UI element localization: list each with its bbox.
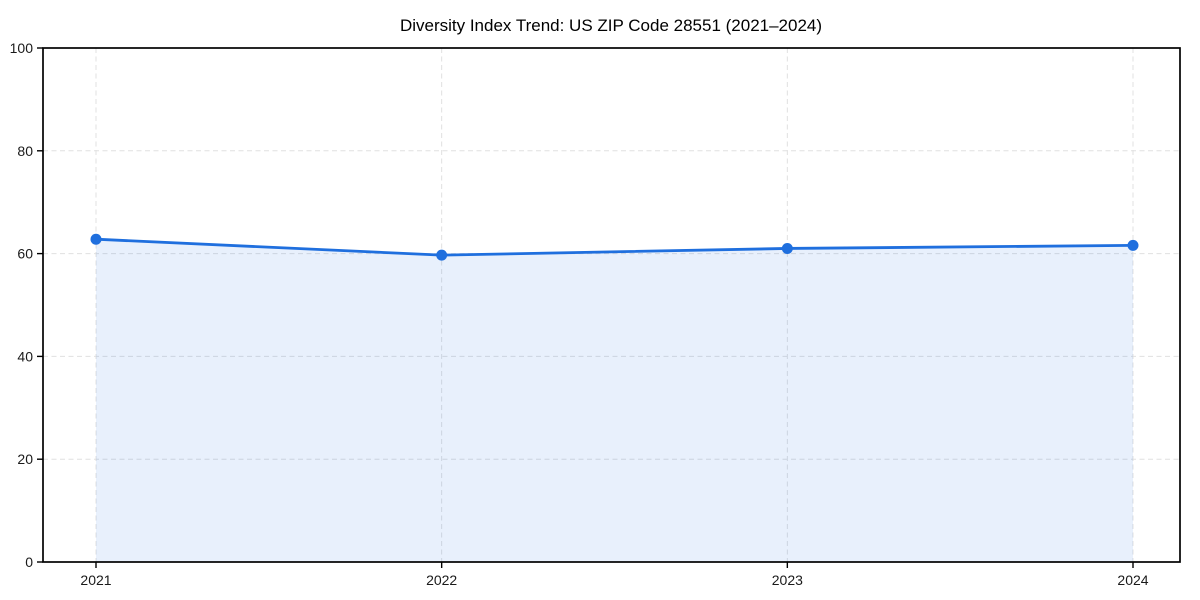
trend-line — [94, 237, 1135, 257]
plot-area: 0 20 40 60 80 100 2021 2022 2023 2024 — [10, 40, 1181, 588]
data-point-marker — [90, 233, 102, 245]
y-axis-tick-label: 20 — [17, 451, 33, 467]
y-axis-tick-label: 100 — [10, 40, 34, 56]
x-axis-tick-label: 2023 — [772, 572, 803, 588]
y-axis-tick-label: 80 — [17, 143, 33, 159]
y-axis-tick-label: 60 — [17, 246, 33, 262]
chart-title: Diversity Index Trend: US ZIP Code 28551… — [400, 16, 822, 35]
data-point-marker — [436, 249, 448, 261]
x-axis-tick-label: 2022 — [426, 572, 457, 588]
x-axis-tick-label: 2021 — [80, 572, 111, 588]
y-axis-tick-label: 40 — [17, 348, 33, 364]
x-axis-tick-label: 2024 — [1117, 572, 1148, 588]
y-axis-tick-label: 0 — [25, 554, 33, 570]
area-fill — [96, 239, 1133, 562]
plot-border — [42, 47, 1181, 563]
data-point-marker — [1127, 239, 1139, 251]
data-point-marker — [781, 242, 793, 254]
